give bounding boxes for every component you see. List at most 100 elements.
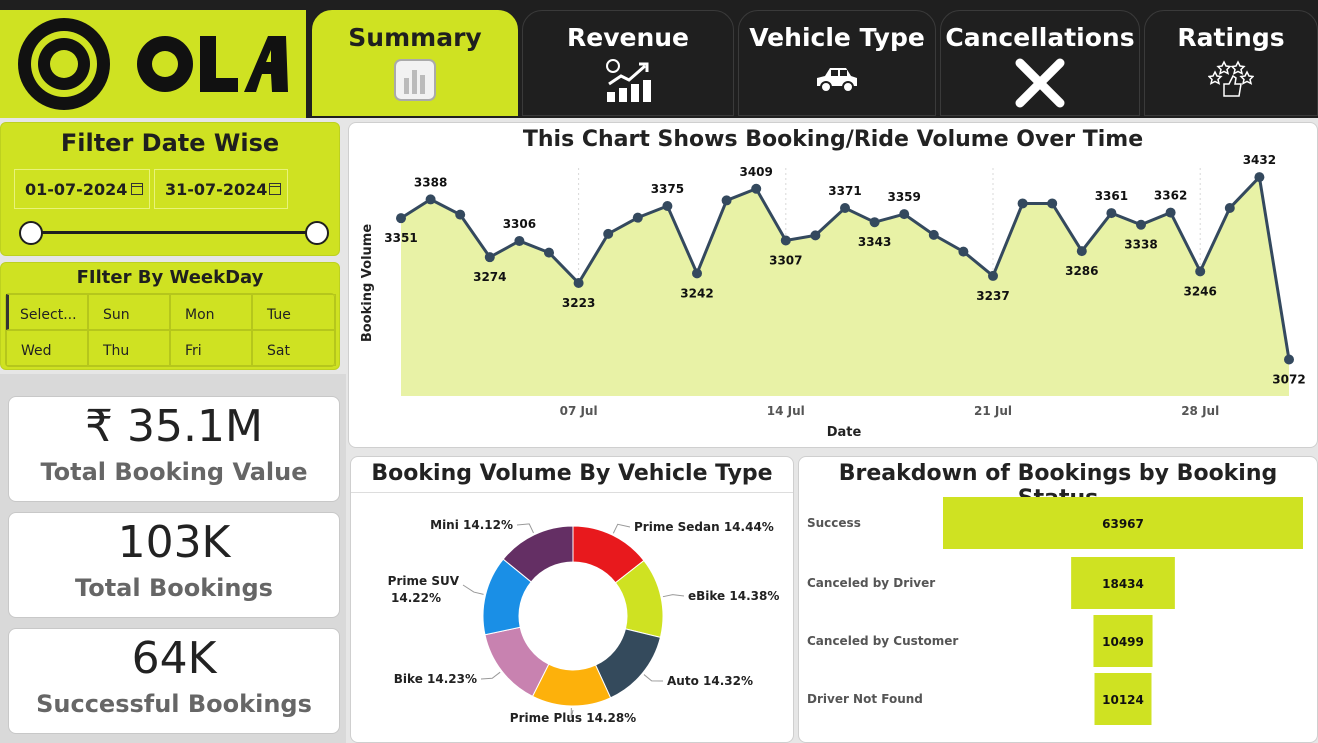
data-label: 3274 [473, 270, 506, 284]
slice-label: Prime Plus 14.28% [510, 711, 636, 725]
bar-chart-icon [393, 58, 437, 102]
cross-icon [1015, 58, 1065, 108]
line-chart-title: This Chart Shows Booking/Ride Volume Ove… [522, 127, 1144, 152]
data-point [632, 212, 643, 223]
data-point [721, 195, 732, 206]
data-label: 3351 [384, 231, 417, 245]
data-point [1284, 354, 1294, 365]
data-point [1106, 208, 1117, 219]
revenue-growth-icon [603, 58, 653, 104]
rating-stars-icon [1207, 58, 1255, 98]
date-range-slider[interactable] [19, 221, 329, 245]
leader-line [643, 674, 664, 682]
top-nav-bar: Summary Revenue Vehicle Type [0, 0, 1318, 118]
start-date-value: 01-07-2024 [25, 180, 128, 199]
kpi-value: 103K [117, 517, 231, 568]
tab-ratings[interactable]: Ratings [1144, 10, 1318, 116]
tab-ratings-label: Ratings [1177, 23, 1285, 52]
data-label: 3432 [1243, 153, 1276, 167]
category-label: Canceled by Customer [807, 634, 958, 648]
weekday-option-wed[interactable]: Wed [6, 330, 88, 366]
data-label: 3375 [651, 182, 684, 196]
funnel-bar [943, 497, 1303, 549]
tab-revenue[interactable]: Revenue [522, 10, 734, 116]
leader-line [570, 707, 574, 719]
data-point [455, 209, 466, 220]
category-label: Driver Not Found [807, 692, 923, 706]
end-date-input[interactable]: 31-07-2024 [154, 169, 288, 209]
slider-start-handle[interactable] [19, 221, 43, 245]
weekday-option-sat[interactable]: Sat [252, 330, 336, 366]
data-point [1136, 219, 1146, 230]
tab-vehicle-type[interactable]: Vehicle Type [738, 10, 936, 116]
ola-logo [0, 10, 306, 118]
pie-title-divider [351, 492, 793, 493]
data-label: 3338 [1124, 238, 1157, 252]
data-point [958, 246, 969, 257]
y-axis-title: Booking Volume [360, 224, 375, 342]
data-point [662, 201, 673, 211]
tab-summary-label: Summary [348, 23, 482, 52]
data-point [1224, 203, 1235, 214]
slice-label: eBike 14.38% [688, 589, 779, 603]
booking-status-chart-card: Breakdown of Bookings by Booking Status … [798, 456, 1318, 743]
weekday-option-fri[interactable]: Fri [170, 330, 252, 366]
booking-status-funnel-chart[interactable]: Success 63967 Canceled by Driver 18434 Cance… [799, 457, 1318, 743]
start-date-input[interactable]: 01-07-2024 [14, 169, 150, 209]
weekday-option-tue[interactable]: Tue [252, 294, 336, 330]
donut-slice [502, 525, 574, 583]
bar-value-label: 63967 [1102, 517, 1144, 531]
funnel-bar [1094, 673, 1152, 725]
data-point [603, 228, 614, 239]
data-label: 3242 [680, 286, 713, 300]
pie-chart-title: Booking Volume By Vehicle Type [371, 461, 773, 486]
data-label: 3359 [887, 190, 920, 204]
data-point [840, 203, 850, 214]
data-label: 3371 [828, 184, 861, 198]
slider-end-handle[interactable] [305, 221, 329, 245]
leader-line [480, 671, 501, 680]
weekday-option-sun[interactable]: Sun [88, 294, 170, 330]
funnel-bar [1093, 615, 1153, 667]
end-date-value: 31-07-2024 [165, 180, 268, 199]
car-icon [813, 58, 861, 98]
weekday-option-mon[interactable]: Mon [170, 294, 252, 330]
tab-vehicle-type-label: Vehicle Type [749, 23, 925, 52]
x-tick-label: 28 Jul [1181, 404, 1219, 418]
kpi-section: ₹ 35.1M Total Booking Value 103K Total B… [0, 374, 346, 743]
leader-line [662, 594, 685, 598]
funnel-chart-title: Breakdown of Bookings by Booking Status [838, 461, 1278, 511]
calendar-icon [131, 183, 143, 195]
slider-track [29, 231, 319, 234]
data-point [988, 270, 998, 281]
weekday-grid: Select... Sun Mon Tue Wed Thu Fri Sat [5, 293, 336, 367]
slice-label: Prime SUV [388, 574, 460, 588]
weekday-filter-title: FIlter By WeekDay [76, 267, 264, 288]
data-label: 3246 [1183, 284, 1216, 298]
tab-summary[interactable]: Summary [312, 10, 518, 116]
kpi-value: 64K [131, 633, 217, 684]
leader-line [516, 523, 534, 534]
kpi-card-total-bookings: 103K Total Bookings [8, 512, 340, 618]
data-point [1017, 198, 1028, 209]
bar-value-label: 10124 [1102, 693, 1144, 707]
calendar-icon [269, 183, 281, 195]
data-point [514, 235, 525, 246]
data-label: 3343 [858, 235, 891, 249]
data-point [751, 183, 762, 194]
tab-cancellations[interactable]: Cancellations [940, 10, 1140, 116]
x-tick-label: 07 Jul [560, 404, 598, 418]
weekday-option-thu[interactable]: Thu [88, 330, 170, 366]
data-label: 3361 [1095, 189, 1128, 203]
booking-volume-line-chart[interactable]: 07 Jul 14 Jul 21 Jul 28 Jul 3351 3388 3274 3306… [349, 123, 1318, 448]
tab-cancellations-label: Cancellations [945, 23, 1135, 52]
data-point [484, 252, 495, 263]
tab-revenue-label: Revenue [566, 23, 689, 52]
vehicle-type-donut-chart[interactable]: Prime Sedan 14.44% eBike 14.38% Auto 14.32… [351, 457, 794, 743]
data-point [1254, 172, 1265, 183]
data-label: 3388 [414, 175, 447, 189]
weekday-option-select[interactable]: Select... [6, 294, 88, 330]
date-filter-title: Filter Date Wise [60, 129, 280, 157]
leader-line [462, 584, 484, 595]
data-point [396, 213, 406, 224]
